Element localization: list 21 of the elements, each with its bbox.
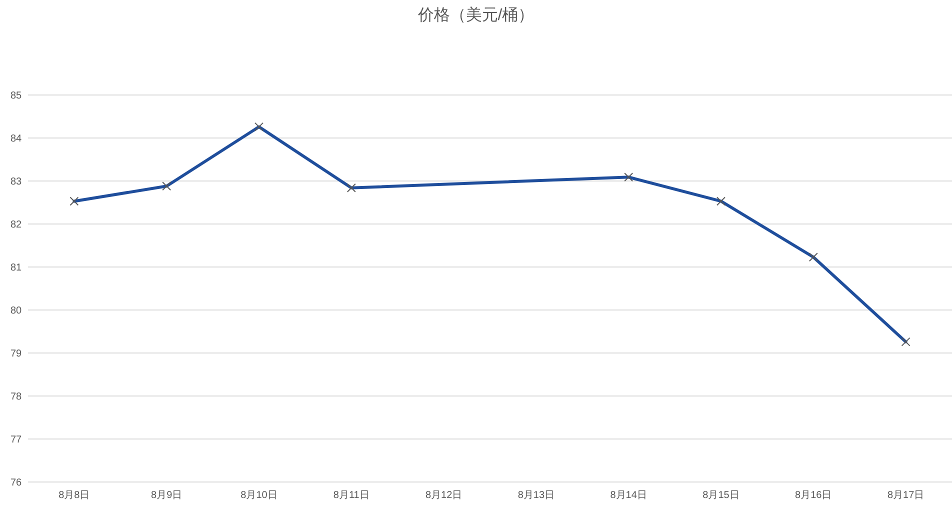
y-tick-label: 81 <box>10 262 22 274</box>
y-tick-label: 76 <box>10 478 22 488</box>
y-tick-label: 85 <box>10 90 22 102</box>
x-tick-label: 8月15日 <box>702 490 740 501</box>
y-tick-label: 80 <box>10 306 22 316</box>
y-tick-label: 79 <box>10 348 22 360</box>
y-tick-label: 82 <box>10 220 22 230</box>
x-tick-label: 8月9日 <box>151 490 182 501</box>
chart-title: 价格（美元/桶） <box>416 6 534 24</box>
y-tick-label: 78 <box>10 392 22 402</box>
x-tick-label: 8月11日 <box>333 490 370 501</box>
x-tick-label: 8月16日 <box>795 490 832 501</box>
y-tick-label: 83 <box>10 176 22 188</box>
y-tick-label: 77 <box>10 434 22 446</box>
x-tick-label: 8月12日 <box>425 490 462 501</box>
y-tick-label: 84 <box>10 134 22 144</box>
x-tick-label: 8月14日 <box>610 490 647 501</box>
x-tick-label: 8月17日 <box>887 490 924 501</box>
x-tick-label: 8月8日 <box>58 490 90 501</box>
x-tick-label: 8月13日 <box>518 490 555 501</box>
x-tick-label: 8月10日 <box>240 490 278 501</box>
